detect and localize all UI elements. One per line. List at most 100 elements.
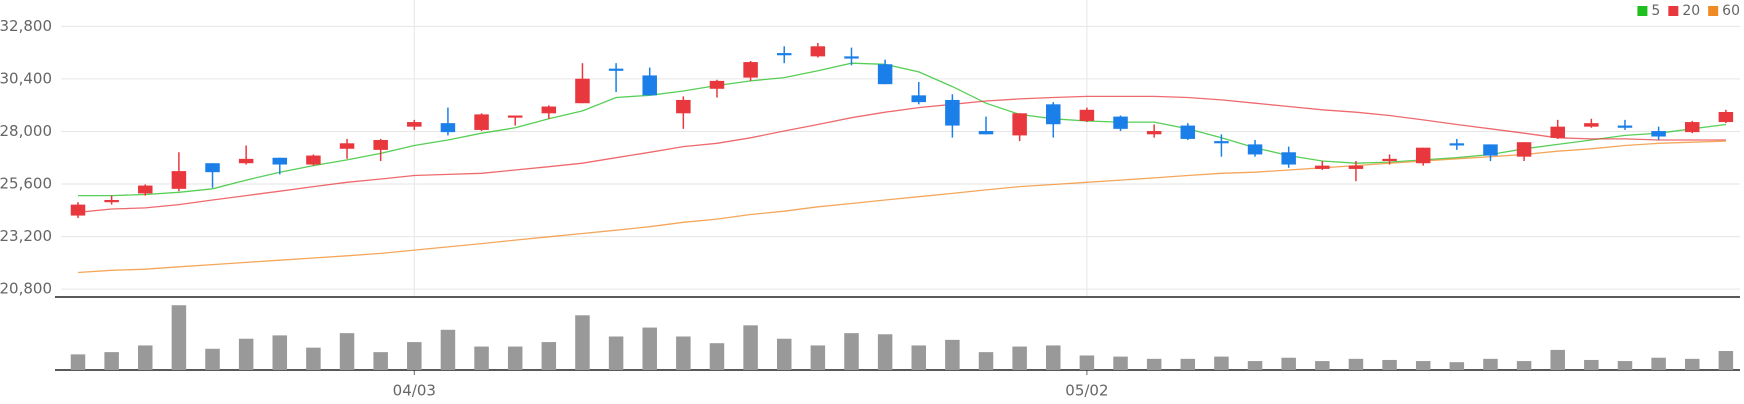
candle-body — [205, 163, 220, 173]
y-tick-label: 20,800 — [0, 280, 52, 298]
volume-bar — [407, 342, 422, 370]
volume-bar — [1348, 358, 1364, 370]
candle-body — [676, 99, 691, 114]
x-tick-label: 05/02 — [1065, 382, 1108, 400]
candle-body — [407, 122, 422, 127]
moving-average-line — [77, 95, 1726, 213]
candle-body — [945, 99, 960, 126]
legend-swatch — [1708, 6, 1719, 16]
volume-bar — [440, 329, 456, 370]
candle-body — [1718, 111, 1734, 123]
candle-body — [844, 56, 859, 59]
candle-body — [339, 143, 355, 149]
legend-swatch — [1668, 6, 1679, 16]
volume-bar — [1180, 358, 1196, 370]
volume-bar — [238, 338, 254, 370]
volume-bar — [810, 345, 826, 370]
y-tick-label: 32,800 — [0, 17, 52, 35]
candle-body — [1651, 131, 1666, 137]
volume-bar — [1046, 345, 1061, 370]
candle-body — [373, 140, 388, 150]
x-tick-label: 04/03 — [393, 382, 436, 400]
legend-swatch — [1637, 6, 1648, 16]
volume-bar — [709, 343, 725, 370]
candle-body — [1617, 125, 1633, 128]
volume-bar — [1315, 361, 1330, 370]
volume-bar — [608, 336, 624, 370]
candle-body — [743, 62, 758, 78]
candle-body — [642, 75, 657, 96]
candle-body — [104, 200, 119, 203]
volume-bar — [272, 335, 288, 370]
legend-label: 5 — [1651, 3, 1660, 19]
candle-body — [238, 158, 254, 164]
candle-body — [1079, 109, 1095, 121]
candle-body — [138, 185, 153, 194]
y-tick-label: 28,000 — [0, 122, 52, 140]
candle-body — [911, 95, 926, 103]
moving-average-line — [77, 140, 1726, 274]
candle-body — [1684, 122, 1700, 133]
candle-body — [978, 131, 994, 135]
candle-body — [171, 171, 187, 189]
volume-bar — [1584, 359, 1599, 370]
volume-bar — [373, 352, 388, 370]
legend-label: 20 — [1682, 3, 1700, 19]
candle-body — [810, 46, 826, 57]
y-tick-label: 25,600 — [0, 175, 52, 193]
candle-body — [1012, 113, 1027, 136]
candle-body — [1483, 144, 1498, 156]
candle-body — [70, 204, 86, 216]
volume-bar — [205, 348, 220, 370]
volume-bar — [1247, 361, 1263, 370]
candle-body — [272, 157, 288, 165]
volume-bar — [1483, 358, 1498, 370]
moving-average-line — [78, 62, 1726, 197]
candle-body — [541, 106, 557, 114]
legend-label: 60 — [1722, 3, 1740, 19]
candle-body — [1382, 158, 1397, 162]
volume-bar — [306, 347, 321, 370]
volume-bar — [1012, 346, 1027, 370]
volume-bar — [507, 346, 523, 370]
volume-bar — [1684, 358, 1700, 370]
volume-bar — [138, 345, 153, 370]
candle-body — [1315, 165, 1330, 169]
candle-body — [306, 155, 321, 165]
candle-body — [1348, 165, 1364, 169]
candle-body — [1046, 104, 1061, 125]
volume-bar — [70, 354, 86, 370]
volume-bar — [1651, 357, 1666, 370]
candle-body — [1449, 143, 1465, 146]
y-tick-label: 23,200 — [0, 227, 52, 245]
volume-bar — [1617, 361, 1633, 370]
candle-body — [440, 123, 456, 133]
volume-bar — [844, 333, 859, 370]
candle-body — [1146, 131, 1162, 135]
volume-bar — [1415, 361, 1431, 370]
volume-bar — [104, 352, 119, 370]
candle-body — [575, 78, 590, 104]
volume-bar — [1516, 361, 1532, 370]
volume-bar — [642, 327, 657, 370]
candle-body — [709, 80, 725, 89]
volume-bar — [776, 338, 792, 370]
volume-bar — [1550, 349, 1565, 370]
volume-bar — [978, 352, 994, 370]
y-tick-label: 30,400 — [0, 69, 52, 87]
volume-bar — [1113, 356, 1128, 370]
candle-body — [877, 64, 893, 85]
volume-bar — [911, 345, 926, 370]
volume-bar — [1449, 362, 1465, 370]
volume-bar — [171, 305, 187, 370]
volume-bar — [575, 315, 590, 370]
volume-bar — [1146, 358, 1162, 370]
candle-body — [1584, 123, 1599, 127]
volume-bar — [339, 333, 355, 370]
candle-body — [1113, 116, 1128, 129]
candle-body — [608, 68, 624, 71]
volume-bar — [1382, 359, 1397, 370]
volume-bar — [1079, 355, 1095, 370]
volume-bar — [541, 342, 557, 370]
